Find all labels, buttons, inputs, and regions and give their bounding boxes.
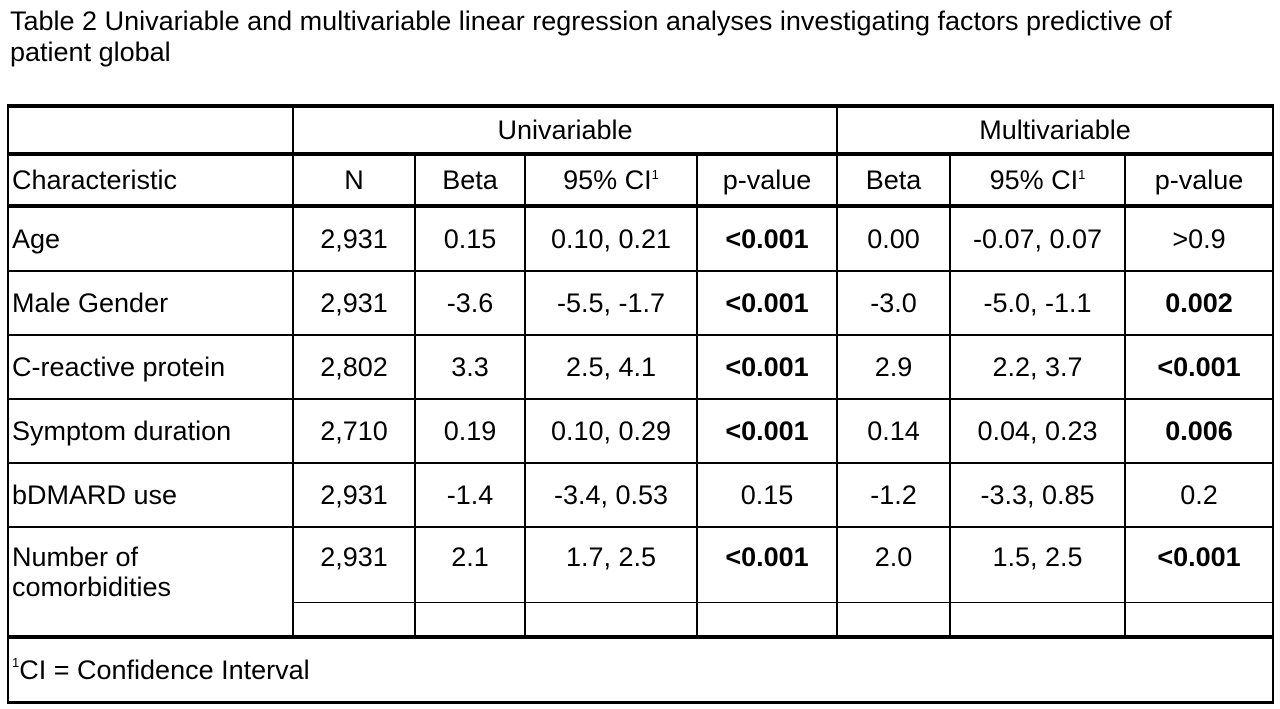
characteristic-cell: Male Gender: [7, 270, 294, 336]
footnote-marker: 1: [12, 654, 20, 670]
multi-beta-cell: 0.14: [836, 398, 952, 464]
multi-beta-header: Beta: [836, 152, 952, 208]
uni-p-cell: <0.001: [695, 205, 839, 272]
uni-p-cell: 0.15: [695, 462, 839, 528]
multi-beta-cell: -3.0: [836, 270, 952, 336]
characteristic-cell: Age: [7, 205, 294, 272]
uni-p-cell: <0.001: [695, 270, 839, 336]
uni-p-cell: <0.001: [695, 398, 839, 464]
multi-p-cell: 0.002: [1124, 270, 1275, 336]
multi-ci-cell: -3.3, 0.85: [949, 462, 1127, 528]
n-cell: 2,931: [292, 462, 416, 528]
multi-ci-cell: -5.0, -1.1: [949, 270, 1127, 336]
n-header: N: [292, 152, 416, 208]
uni-ci-header: 95% CI1: [524, 152, 698, 208]
regression-table: Univariable Multivariable Characteristic…: [6, 104, 1275, 704]
multi-beta-cell: 2.9: [836, 334, 952, 400]
uni-ci-cell: 2.5, 4.1: [524, 334, 698, 400]
multi-ci-cell: 2.2, 3.7: [949, 334, 1127, 400]
uni-ci-cell: 0.10, 0.29: [524, 398, 698, 464]
n-cell: 2,931: [292, 526, 416, 603]
multi-ci-cell: 0.04, 0.23: [949, 398, 1127, 464]
multi-p-cell: <0.001: [1124, 526, 1275, 603]
table-row: Male Gender 2,931 -3.6 -5.5, -1.7 <0.001…: [7, 270, 1275, 336]
empty-cell: [1124, 602, 1275, 638]
n-cell: 2,710: [292, 398, 416, 464]
multi-p-cell: 0.006: [1124, 398, 1275, 464]
characteristic-cell: bDMARD use: [7, 462, 294, 528]
table-title: Table 2 Univariable and multivariable li…: [10, 6, 1172, 67]
footnote-text: CI = Confidence Interval: [19, 654, 310, 685]
uni-beta-header: Beta: [414, 152, 526, 208]
table-row-continuation: [8, 602, 1275, 638]
uni-beta-cell: 2.1: [414, 526, 526, 603]
uni-beta-cell: -3.6: [414, 270, 526, 336]
uni-ci-cell: 1.7, 2.5: [524, 526, 698, 603]
multi-beta-cell: 0.00: [836, 205, 952, 272]
univariable-group-header: Univariable: [291, 104, 839, 155]
uni-p-cell: <0.001: [695, 526, 839, 603]
uni-ci-footnote-marker: 1: [651, 166, 659, 182]
multi-p-header: p-value: [1124, 152, 1275, 208]
multi-ci-footnote-marker: 1: [1078, 166, 1086, 182]
uni-beta-cell: -1.4: [414, 462, 526, 528]
multi-p-cell: <0.001: [1124, 334, 1275, 400]
table-row: bDMARD use 2,931 -1.4 -3.4, 0.53 0.15 -1…: [7, 462, 1275, 528]
characteristic-header: Characteristic: [7, 152, 294, 208]
empty-cell: [836, 602, 952, 638]
footnote-cell: 1CI = Confidence Interval: [6, 635, 1275, 704]
multi-beta-cell: 2.0: [836, 526, 952, 603]
multi-ci-cell: -0.07, 0.07: [949, 205, 1127, 272]
empty-cell: [414, 602, 526, 638]
uni-ci-cell: 0.10, 0.21: [524, 205, 698, 272]
uni-ci-header-text: 95% CI: [563, 164, 652, 195]
characteristic-cell: Symptom duration: [7, 398, 294, 464]
empty-cell: [695, 602, 839, 638]
characteristic-cell: C-reactive protein: [7, 334, 294, 400]
empty-corner-cell: [7, 104, 294, 155]
table-row: Symptom duration 2,710 0.19 0.10, 0.29 <…: [7, 398, 1275, 464]
uni-ci-cell: -3.4, 0.53: [524, 462, 698, 528]
footnote-row: 1CI = Confidence Interval: [6, 635, 1275, 704]
multi-ci-header: 95% CI1: [949, 152, 1127, 208]
multi-ci-cell: 1.5, 2.5: [949, 526, 1127, 603]
table-row: Number of comorbidities 2,931 2.1 1.7, 2…: [7, 526, 1275, 638]
n-cell: 2,802: [292, 334, 416, 400]
column-header-row: Characteristic N Beta 95% CI1 p-value Be…: [7, 152, 1275, 208]
multivariable-group-header: Multivariable: [836, 104, 1275, 155]
multi-ci-header-text: 95% CI: [989, 164, 1079, 195]
empty-cell: [524, 602, 698, 638]
multi-p-cell: >0.9: [1124, 205, 1275, 272]
uni-p-cell: <0.001: [695, 334, 839, 400]
group-header-row: Univariable Multivariable: [7, 104, 1275, 155]
empty-cell: [292, 602, 416, 638]
uni-ci-cell: -5.5, -1.7: [524, 270, 698, 336]
uni-p-header: p-value: [695, 152, 839, 208]
table-row: Age 2,931 0.15 0.10, 0.21 <0.001 0.00 -0…: [7, 205, 1275, 272]
uni-beta-cell: 0.15: [414, 205, 526, 272]
n-cell: 2,931: [292, 205, 416, 272]
table-row: C-reactive protein 2,802 3.3 2.5, 4.1 <0…: [7, 334, 1275, 400]
empty-cell: [949, 602, 1127, 638]
n-cell: 2,931: [292, 270, 416, 336]
uni-beta-cell: 0.19: [414, 398, 526, 464]
uni-beta-cell: 3.3: [414, 334, 526, 400]
characteristic-cell: Number of comorbidities: [7, 526, 294, 638]
multi-beta-cell: -1.2: [836, 462, 952, 528]
multi-p-cell: 0.2: [1124, 462, 1275, 528]
